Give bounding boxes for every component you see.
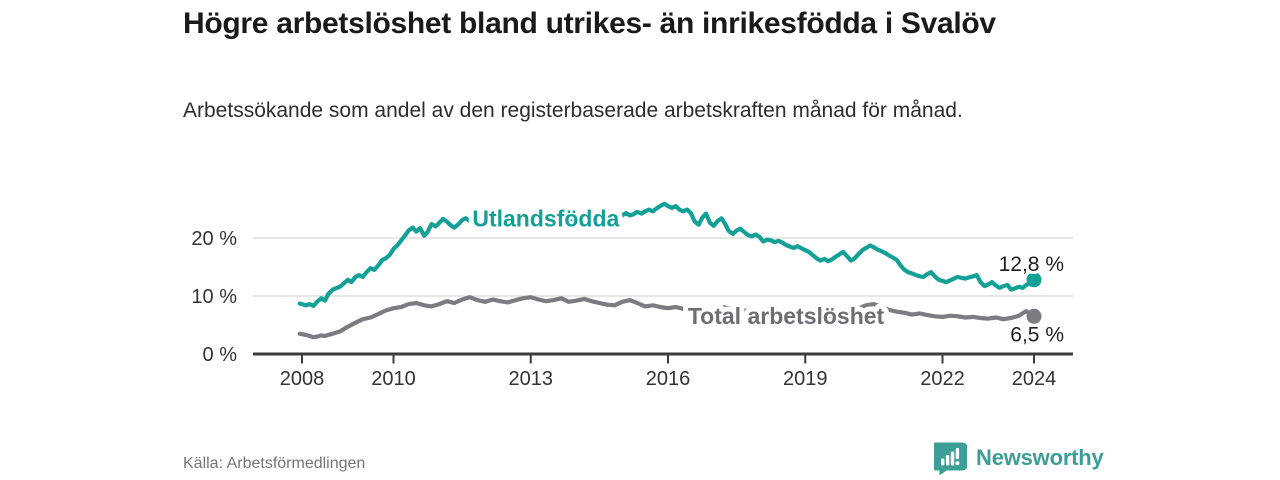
end-dot-total — [1026, 308, 1042, 324]
x-axis-label: 2013 — [509, 368, 554, 390]
chart-subtitle: Arbetssökande som andel av den registerb… — [183, 99, 963, 122]
newsworthy-logo[interactable]: Newsworthy — [934, 441, 1104, 475]
series-line-utlandsfodda — [297, 201, 1037, 308]
x-axis-label: 2019 — [783, 368, 828, 390]
y-axis-label: 10 % — [191, 286, 237, 308]
speech-bubble-bar-chart-icon — [934, 441, 967, 475]
end-dot-utlandsfodda — [1026, 272, 1042, 288]
x-axis-label: 2024 — [1012, 368, 1057, 390]
x-axis-label: 2022 — [920, 368, 965, 390]
series-line-total — [297, 295, 1037, 340]
brand-name: Newsworthy — [976, 445, 1104, 470]
end-value-label-total: 6,5 % — [1010, 323, 1064, 346]
x-axis-label: 2010 — [371, 368, 416, 390]
source-note: Källa: Arbetsförmedlingen — [183, 455, 366, 472]
series-label-utlandsfodda: Utlandsfödda — [472, 205, 619, 231]
y-axis-label: 0 % — [203, 344, 238, 366]
series-label-total: Total arbetslöshet — [688, 303, 885, 329]
x-axis-label: 2016 — [646, 368, 691, 390]
x-axis-label: 2008 — [280, 368, 325, 390]
page-title: Högre arbetslöshet bland utrikes- än inr… — [183, 7, 996, 40]
y-axis-label: 20 % — [191, 228, 237, 250]
end-value-label-utlandsfodda: 12,8 % — [999, 253, 1064, 276]
